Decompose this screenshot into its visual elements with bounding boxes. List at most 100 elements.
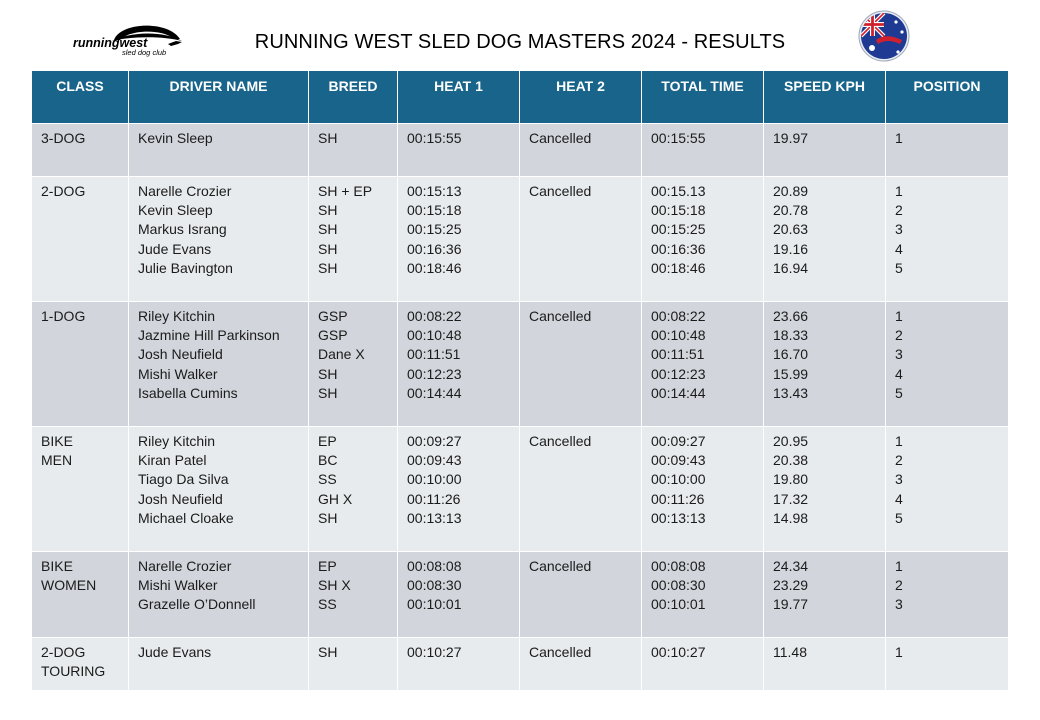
speed-kph-cell: 20.95 20.38 19.80 17.32 14.98 xyxy=(763,426,886,552)
breed-cell-line: GSP xyxy=(318,308,348,324)
position-cell-line: 5 xyxy=(895,384,903,401)
heat-2-cell-line: Cancelled xyxy=(529,558,592,574)
speed-kph-cell: 23.66 18.33 16.70 15.99 13.43 xyxy=(763,301,886,427)
total-time-cell: 00:10:27 xyxy=(641,637,764,691)
speed-kph-cell-line: 23.66 xyxy=(773,308,809,324)
header-speed-kph: SPEED KPH xyxy=(763,70,886,124)
driver-name-cell: Kevin Sleep xyxy=(128,123,309,177)
header-class: CLASS xyxy=(31,70,129,124)
position-cell-line: 1 xyxy=(895,130,903,146)
speed-kph-cell-line: 18.33 xyxy=(773,327,809,344)
total-time-cell: 00:15.13 00:15:18 00:15:25 00:16:36 00:18:46 xyxy=(641,176,764,302)
heat-2-cell: Cancelled xyxy=(519,426,642,552)
total-time-cell-line: 00:13:13 xyxy=(651,509,706,526)
table-row: 2-DOG TOURING Jude Evans SH 00:10:27 Cancelle… xyxy=(31,637,1009,691)
heat-1-cell: 00:10:27 xyxy=(397,637,520,691)
breed-cell-line: SH xyxy=(318,259,338,276)
breed-cell-line: SH xyxy=(318,221,338,238)
position-cell-line: 1 xyxy=(895,183,903,199)
breed-cell: SH xyxy=(308,637,398,691)
position-cell-line: 4 xyxy=(895,365,903,382)
total-time-cell-line: 00:08:08 xyxy=(651,558,706,574)
total-time-cell-line: 00:09:27 xyxy=(651,433,706,449)
table-row: 2-DOG Narelle Crozier Kevin Sleep Markus Is… xyxy=(31,176,1009,302)
breed-cell-line: SS xyxy=(318,596,337,613)
total-time-cell-line: 00:10:00 xyxy=(651,471,706,488)
class-cell: 3-DOG xyxy=(31,123,129,177)
logo-wordmark: runningwest xyxy=(73,36,148,50)
driver-name-cell-line: Jude Evans xyxy=(138,240,212,257)
speed-kph-cell-line: 19.97 xyxy=(773,130,809,146)
heat-1-cell-line: 00:10:48 xyxy=(407,327,462,344)
speed-kph-cell: 19.97 xyxy=(763,123,886,177)
heat-2-cell: Cancelled xyxy=(519,123,642,177)
heat-1-cell-line: 00:11:26 xyxy=(407,490,461,507)
breed-cell-line: SH xyxy=(318,130,338,146)
class-cell-line: TOURING xyxy=(41,663,106,680)
speed-kph-cell-line: 20.95 xyxy=(773,433,809,449)
breed-cell-line: SH xyxy=(318,384,338,401)
heat-1-cell-line: 00:08:30 xyxy=(407,577,462,594)
position-cell-line: 4 xyxy=(895,490,903,507)
heat-1-cell-line: 00:09:27 xyxy=(407,433,462,449)
breed-cell: SH xyxy=(308,123,398,177)
position-cell-line: 1 xyxy=(895,308,903,324)
position-cell-line: 4 xyxy=(895,240,903,257)
header-total-time: TOTAL TIME xyxy=(641,70,764,124)
driver-name-cell-line: Grazelle O’Donnell xyxy=(138,596,256,613)
breed-cell-line: EP xyxy=(318,433,337,449)
page-title: RUNNING WEST SLED DOG MASTERS 2024 - RES… xyxy=(254,31,786,53)
total-time-cell-line: 00:15.13 xyxy=(651,183,706,199)
total-time-cell-line: 00:10:01 xyxy=(651,596,706,613)
position-cell: 1 xyxy=(885,123,1009,177)
heat-1-cell: 00:15:55 xyxy=(397,123,520,177)
table-row: BIKE WOMEN Narelle Crozier Mishi Walker Graz… xyxy=(31,551,1009,638)
driver-name-cell-line: Riley Kitchin xyxy=(138,308,216,324)
heat-1-cell-line: 00:09:43 xyxy=(407,452,462,469)
total-time-cell-line: 00:11:51 xyxy=(651,346,705,363)
heat-1-cell-line: 00:15:25 xyxy=(407,221,462,238)
breed-cell: EP BC SS GH X SH xyxy=(308,426,398,552)
total-time-cell-line: 00:08:22 xyxy=(651,308,706,324)
total-time-cell-line: 00:15:25 xyxy=(651,221,706,238)
breed-cell: SH + EP SH SH SH SH xyxy=(308,176,398,302)
position-cell: 1 xyxy=(885,637,1009,691)
table-row: BIKE MEN Riley Kitchin Kiran Patel Tiago Da … xyxy=(31,426,1009,552)
total-time-cell-line: 00:12:23 xyxy=(651,365,706,382)
heat-2-cell-line: Cancelled xyxy=(529,130,592,146)
speed-kph-cell-line: 14.98 xyxy=(773,509,809,526)
total-time-cell: 00:08:22 00:10:48 00:11:51 00:12:23 00:14:44 xyxy=(641,301,764,427)
speed-kph-cell: 11.48 xyxy=(763,637,886,691)
heat-1-cell-line: 00:16:36 xyxy=(407,240,462,257)
speed-kph-cell-line: 20.38 xyxy=(773,452,809,469)
breed-cell-line: BC xyxy=(318,452,338,469)
driver-name-cell-line: Julie Bavington xyxy=(138,259,233,276)
heat-1-cell: 00:09:27 00:09:43 00:10:00 00:11:26 00:13:13 xyxy=(397,426,520,552)
driver-name-cell-line: Markus Israng xyxy=(138,221,227,238)
heat-1-cell-line: 00:15:13 xyxy=(407,183,462,199)
total-time-cell-line: 00:09:43 xyxy=(651,452,706,469)
breed-cell: EP SH X SS xyxy=(308,551,398,638)
speed-kph-cell-line: 11.48 xyxy=(773,644,807,660)
header-position: POSITION xyxy=(885,70,1009,124)
table-row: 1-DOG Riley Kitchin Jazmine Hill Parkinson… xyxy=(31,301,1009,427)
position-cell-line: 3 xyxy=(895,346,903,363)
driver-name-cell: Jude Evans xyxy=(128,637,309,691)
driver-name-cell-line: Michael Cloake xyxy=(138,509,234,526)
driver-name-cell-line: Jude Evans xyxy=(138,644,212,660)
breed-cell-line: EP xyxy=(318,558,337,574)
position-cell-line: 1 xyxy=(895,644,903,660)
speed-kph-cell-line: 23.29 xyxy=(773,577,809,594)
breed-cell-line: SH xyxy=(318,240,338,257)
total-time-cell-line: 00:15:18 xyxy=(651,202,706,219)
speed-kph-cell-line: 20.63 xyxy=(773,221,809,238)
speed-kph-cell-line: 16.94 xyxy=(773,259,809,276)
position-cell-line: 3 xyxy=(895,471,903,488)
speed-kph-cell-line: 17.32 xyxy=(773,490,809,507)
breed-cell-line: SS xyxy=(318,471,337,488)
results-body: 3-DOG Kevin Sleep SH 00:15:55 Cancelled 00:15… xyxy=(31,123,1009,691)
driver-name-cell-line: Narelle Crozier xyxy=(138,183,232,199)
header-driver-name: DRIVER NAME xyxy=(128,70,309,124)
total-time-cell-line: 00:10:48 xyxy=(651,327,706,344)
heat-2-cell-line: Cancelled xyxy=(529,183,592,199)
